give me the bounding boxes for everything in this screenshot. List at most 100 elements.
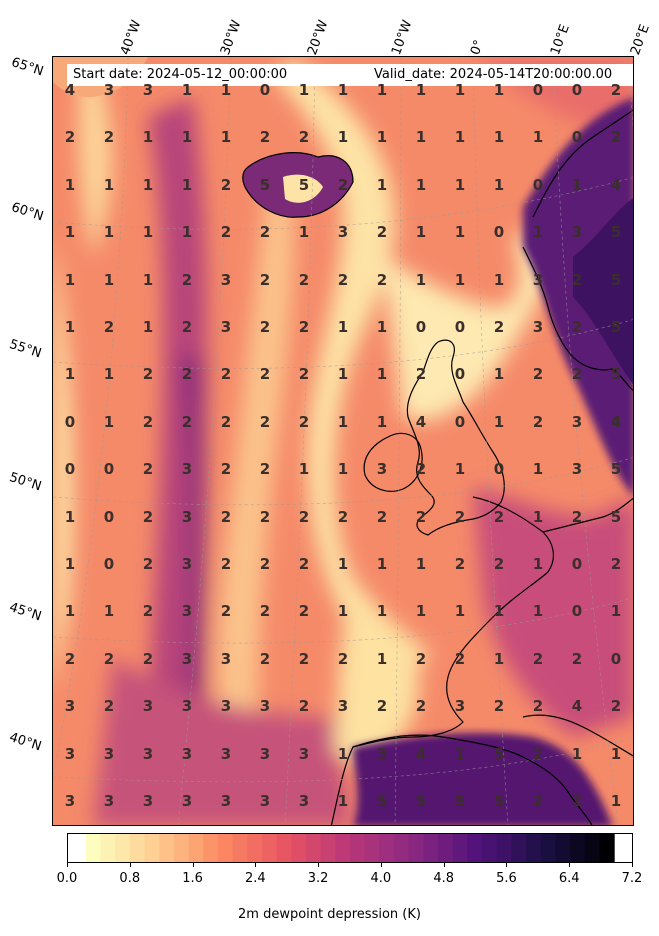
grid-value: 2 — [337, 649, 349, 668]
grid-value: 2 — [376, 507, 388, 526]
header-bar — [67, 64, 633, 86]
grid-value: 3 — [220, 792, 232, 810]
grid-value: 2 — [220, 223, 232, 242]
grid-value: 1 — [337, 128, 349, 147]
grid-value: 1 — [64, 555, 76, 573]
grid-value: 3 — [181, 792, 193, 810]
colorbar-tick — [192, 863, 194, 867]
grid-value: 2 — [298, 318, 310, 336]
grid-value: 1 — [298, 223, 310, 242]
colorbar-tick — [632, 863, 633, 867]
colorbar-level — [526, 834, 542, 862]
grid-value: 1 — [454, 175, 466, 194]
colorbar-tick — [129, 863, 131, 867]
grid-value: 4 — [571, 697, 583, 716]
grid-value: 5 — [493, 792, 505, 810]
colorbar-level — [584, 834, 601, 862]
grid-value: 2 — [298, 649, 310, 668]
grid-value: 3 — [454, 697, 466, 716]
grid-value: 2 — [181, 365, 193, 384]
grid-value: 3 — [571, 223, 583, 242]
grid-value: 0 — [64, 460, 76, 479]
grid-value: 1 — [454, 81, 466, 99]
grid-value: 2 — [259, 223, 271, 242]
grid-value: 2 — [454, 555, 466, 573]
grid-value: 1 — [454, 602, 466, 621]
grid-value: 2 — [259, 412, 271, 431]
grid-value: 2 — [493, 697, 505, 716]
lat-label: 55°N — [7, 337, 44, 362]
grid-value: 1 — [454, 270, 466, 289]
grid-value: 3 — [142, 81, 154, 99]
grid-value: 4 — [610, 412, 622, 431]
coastlines — [242, 109, 633, 825]
grid-value: 2 — [532, 792, 544, 810]
grid-value: 5 — [610, 365, 622, 384]
grid-value: 3 — [142, 792, 154, 810]
grid-value: 3 — [64, 792, 76, 810]
grid-value: 2 — [571, 649, 583, 668]
lon-label: 10°E — [548, 22, 573, 58]
grid-value: 3 — [64, 697, 76, 716]
colorbar-level — [305, 834, 322, 862]
grid-value: 1 — [337, 412, 349, 431]
colorbar-level — [540, 834, 556, 862]
grid-value: 2 — [259, 507, 271, 526]
colorbar-level — [350, 834, 366, 862]
grid-value: 2 — [259, 602, 271, 621]
grid-value: 1 — [532, 507, 544, 526]
grid-value: 1 — [103, 412, 115, 431]
colorbar-level — [320, 834, 336, 862]
grid-value: 2 — [571, 792, 583, 810]
grid-value: 2 — [181, 270, 193, 289]
colorbar-level — [203, 834, 219, 862]
grid-value: 1 — [337, 555, 349, 573]
colorbar-tick — [506, 863, 508, 867]
grid-value: 0 — [571, 128, 583, 147]
grid-value: 0 — [493, 223, 505, 242]
grid-value: 1 — [610, 792, 622, 810]
grid-value: 1 — [64, 223, 76, 242]
grid-value: 1 — [337, 365, 349, 384]
colorbar-level — [364, 834, 380, 862]
colorbar — [67, 833, 633, 863]
grid-value: 2 — [220, 555, 232, 573]
grid-value: 3 — [259, 744, 271, 763]
grid-value: 5 — [298, 175, 310, 194]
grid-value: 2 — [532, 412, 544, 431]
grid-value: 3 — [220, 318, 232, 336]
grid-value: 0 — [64, 412, 76, 431]
grid-value: 2 — [259, 128, 271, 147]
grid-value: 0 — [103, 507, 115, 526]
grid-value: 1 — [103, 223, 115, 242]
colorbar-level — [247, 834, 263, 862]
grid-value: 0 — [259, 81, 271, 99]
map-panel — [52, 56, 634, 826]
grid-value: 2 — [610, 555, 622, 573]
lon-label: 20°W — [305, 18, 332, 58]
grid-value: 4 — [610, 175, 622, 194]
grid-value: 1 — [415, 81, 427, 99]
grid-value: 1 — [142, 223, 154, 242]
grid-value: 2 — [181, 412, 193, 431]
grid-value: 1 — [415, 175, 427, 194]
grid-value: 2 — [259, 318, 271, 336]
grid-value: 2 — [376, 223, 388, 242]
grid-value: 3 — [181, 697, 193, 716]
grid-value: 4 — [415, 744, 427, 763]
grid-value: 2 — [376, 697, 388, 716]
colorbar-level — [496, 834, 512, 862]
grid-value: 1 — [337, 744, 349, 763]
grid-value: 2 — [493, 318, 505, 336]
grid-value: 3 — [571, 460, 583, 479]
lat-label: 45°N — [7, 600, 44, 625]
colorbar-tick-label: 2.4 — [244, 871, 266, 886]
grid-value: 0 — [415, 318, 427, 336]
grid-value: 2 — [142, 555, 154, 573]
grid-value: 3 — [142, 744, 154, 763]
colorbar-level — [599, 834, 615, 862]
grid-value: 2 — [571, 365, 583, 384]
grid-value: 0 — [571, 555, 583, 573]
grid-value: 1 — [181, 128, 193, 147]
grid-value: 4 — [415, 412, 427, 431]
